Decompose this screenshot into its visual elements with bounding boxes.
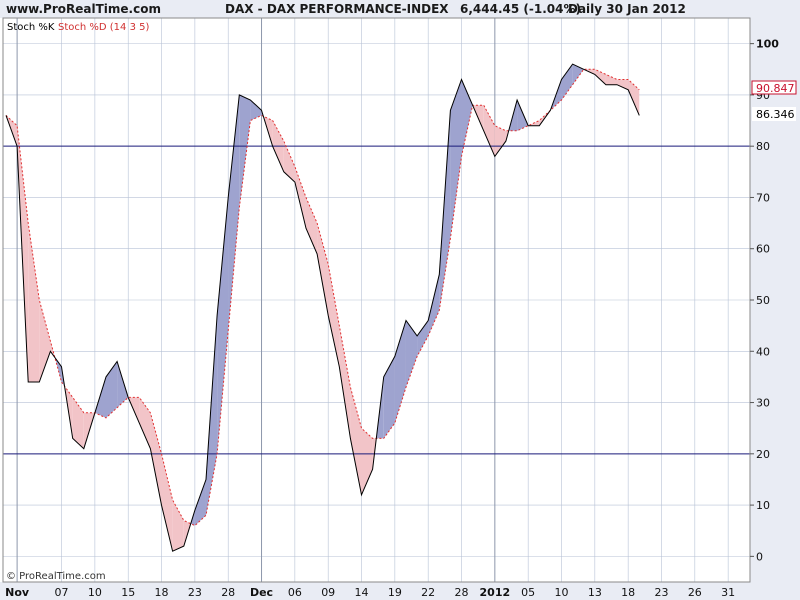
svg-text:90.847: 90.847	[756, 82, 795, 95]
x-tick-label: Nov	[5, 586, 30, 599]
x-axis-gutter	[0, 582, 800, 600]
x-tick-label: 31	[721, 586, 735, 599]
y-tick-label: 40	[756, 345, 770, 358]
x-tick-label: 2012	[480, 586, 511, 599]
fill-segment	[450, 79, 462, 239]
fill-segment	[117, 361, 129, 408]
y-tick-label: 20	[756, 448, 770, 461]
x-tick-label: 28	[221, 586, 235, 599]
y-tick-label: 50	[756, 294, 770, 307]
series-line-stoch-k	[5, 63, 640, 552]
x-tick-label: 14	[355, 586, 369, 599]
x-tick-label: 10	[555, 586, 569, 599]
fill-segment	[317, 223, 329, 316]
fill-segment	[250, 100, 262, 121]
instrument-title: DAX - DAX PERFORMANCE-INDEX	[225, 2, 449, 16]
k-last-value-badge: 86.346	[752, 107, 796, 121]
fill-segment	[105, 361, 118, 418]
series-line-stoch-d	[5, 68, 640, 527]
fill-segment	[194, 479, 206, 526]
fill-segment	[172, 499, 184, 552]
x-tick-label: 18	[155, 586, 169, 599]
y-tick-label: 100	[756, 38, 779, 51]
y-tick-label: 30	[756, 397, 770, 410]
fill-segment	[39, 300, 51, 383]
x-tick-label: 18	[621, 586, 635, 599]
y-axis-gutter	[750, 0, 800, 600]
fill-segment	[439, 110, 451, 311]
fill-segment	[328, 264, 340, 367]
fill-segment	[394, 320, 406, 424]
x-tick-label: 23	[654, 586, 668, 599]
watermark: © ProRealTime.com	[6, 571, 106, 582]
d-last-value-badge: 90.847	[751, 80, 797, 95]
fill-segment	[417, 320, 429, 357]
fill-segment	[28, 223, 40, 383]
y-tick-label: 70	[756, 191, 770, 204]
fill-segment	[428, 274, 440, 336]
y-tick-label: 60	[756, 243, 770, 256]
legend-d: Stoch %D (14 3 5)	[58, 22, 149, 33]
quote-label: 6,444.45 (-1.04%)	[460, 2, 581, 16]
x-tick-label: 06	[288, 586, 302, 599]
y-tick-label: 10	[756, 499, 770, 512]
y-tick-label: 80	[756, 140, 770, 153]
fill-segment	[228, 94, 240, 331]
x-tick-label: 05	[521, 586, 535, 599]
reference-lines	[3, 145, 750, 455]
fill-segment	[517, 100, 529, 131]
fill-segment	[405, 320, 418, 388]
fill-segment	[350, 387, 362, 495]
x-tick-label: 07	[55, 586, 69, 599]
fill-segment	[283, 141, 295, 183]
fill-segment	[339, 325, 351, 439]
x-tick-label: 19	[388, 586, 402, 599]
fill-segment	[50, 341, 55, 358]
fill-segment	[305, 197, 318, 254]
legend-k: Stoch %K	[7, 22, 55, 33]
stochastic-lines	[5, 63, 640, 552]
x-tick-label: 22	[421, 586, 435, 599]
x-tick-label: 15	[121, 586, 135, 599]
site-label[interactable]: www.ProRealTime.com	[6, 2, 161, 16]
x-tick-label: 13	[588, 586, 602, 599]
fill-segment	[383, 356, 395, 439]
x-tick-label: 23	[188, 586, 202, 599]
x-tick-label: 26	[688, 586, 702, 599]
x-axis-ticks: Nov 07 10 15 18 23 28 Dec 06 09 14 19 22 28 2012 05 10 13…	[5, 586, 735, 599]
x-tick-label: Dec	[250, 586, 273, 599]
fill-segment	[294, 166, 306, 229]
fill-segment	[561, 64, 573, 101]
fill-segment	[217, 197, 229, 454]
fill-segment	[150, 412, 162, 506]
fill-segment	[483, 105, 495, 157]
fill-segment	[139, 397, 151, 449]
x-tick-label: 28	[455, 586, 469, 599]
header-bar	[0, 0, 800, 18]
fill-segment	[72, 397, 84, 449]
fill-segment	[572, 64, 584, 85]
fill-segment	[205, 315, 218, 516]
fill-segment	[361, 428, 373, 495]
fill-segment	[161, 453, 173, 552]
period-label: Daily 30 Jan 2012	[568, 2, 686, 16]
fill-segment	[628, 79, 640, 116]
x-tick-label: 09	[321, 586, 335, 599]
fill-segment	[594, 69, 606, 85]
svg-text:86.346: 86.346	[756, 108, 795, 121]
fill-segment	[617, 79, 629, 90]
y-tick-label: 0	[756, 550, 763, 563]
fill-segment	[494, 125, 506, 157]
fill-segment	[605, 74, 618, 85]
x-tick-label: 10	[88, 586, 102, 599]
fill-segment	[239, 94, 251, 208]
